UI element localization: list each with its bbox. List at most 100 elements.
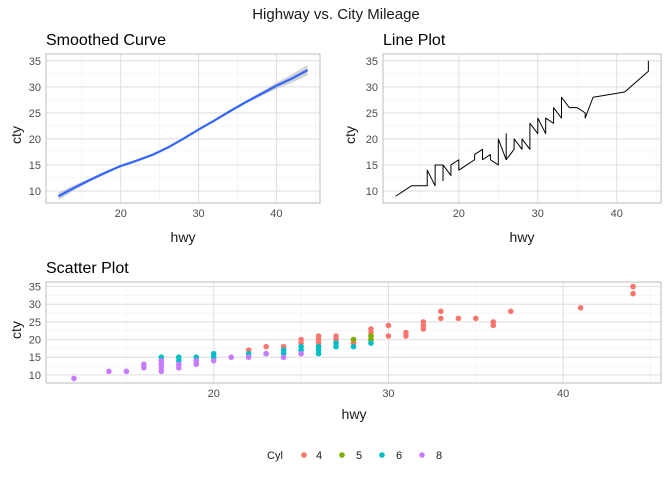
smoothed-curve-title: Smoothed Curve (46, 32, 166, 49)
legend-label-8: 8 (436, 450, 442, 462)
scatter-plot-point-cyl-6 (315, 343, 322, 350)
scatter-plot-point-cyl-4 (577, 304, 584, 311)
legend-item-5: 5 (339, 450, 362, 462)
scatter-plot-point-cyl-8 (193, 357, 200, 364)
scatter-plot-point-cyl-8 (141, 361, 147, 368)
legend-label-5: 5 (356, 450, 362, 462)
smoothed-curve-x-tick-label: 30 (192, 208, 204, 220)
smoothed-curve-panel-border (45, 53, 321, 204)
line-plot-y-tick-label: 35 (366, 56, 378, 68)
legend-key-6 (379, 452, 385, 458)
scatter-plot-point-cyl-5 (350, 336, 357, 343)
line-plot-y-tick-label: 20 (366, 134, 378, 146)
scatter-plot-point-cyl-6 (350, 343, 357, 350)
line-plot-line (395, 60, 649, 197)
line-plot-panel-border (382, 53, 662, 204)
scatter-plot-xlabel: hwy (342, 406, 367, 422)
scatter-plot-point-cyl-6 (280, 347, 287, 353)
smoothed-curve-y-tick-label: 10 (29, 186, 41, 198)
figure-title: Highway vs. City Mileage (252, 6, 420, 23)
line-plot-y-tick-label: 25 (366, 108, 378, 120)
smoothed-curve-plot: 20 30 40 10 15 20 25 30 35 (29, 53, 321, 220)
legend-item-6: 6 (379, 450, 402, 462)
scatter-plot-point-cyl-6 (368, 340, 374, 346)
scatter-plot-y-tick-label: 35 (29, 282, 41, 294)
scatter-plot-point-cyl-8 (106, 368, 112, 375)
legend-item-4: 4 (301, 450, 322, 462)
smoothed-curve-ylabel: cty (8, 126, 24, 144)
smoothed-curve-confidence-band (58, 64, 308, 200)
scatter-plot-panel: Scatter Plot 20 30 40 10 15 20 25 30 35 hwy cty (8, 260, 662, 422)
scatter-plot-point-cyl-4 (630, 283, 636, 290)
legend-key-4 (301, 452, 307, 458)
scatter-plot-plot: 20 30 40 10 15 20 25 30 35 (29, 281, 662, 400)
line-plot-title: Line Plot (383, 32, 446, 49)
scatter-plot-point-cyl-8 (71, 375, 77, 382)
line-plot-plot: 20 30 40 10 15 20 25 30 35 (366, 53, 662, 220)
scatter-plot-y-tick-label: 25 (29, 317, 41, 329)
scatter-plot-point-cyl-4 (298, 336, 304, 343)
legend-label-6: 6 (396, 450, 402, 462)
scatter-plot-point-cyl-6 (298, 343, 304, 350)
line-plot-x-tick-label: 30 (532, 208, 544, 220)
legend-item-8: 8 (419, 450, 442, 462)
scatter-plot-point-cyl-4 (263, 343, 269, 350)
scatter-plot-point-cyl-8 (228, 354, 234, 361)
smoothed-curve-y-tick-label: 15 (29, 160, 41, 172)
line-plot-y-tick-label: 15 (366, 160, 378, 172)
line-plot-xlabel: hwy (510, 229, 535, 245)
scatter-plot-point-cyl-8 (123, 368, 130, 375)
scatter-plot-point-cyl-4 (368, 326, 374, 332)
smoothed-curve-x-tick-label: 20 (115, 208, 127, 220)
scatter-plot-point-cyl-4 (385, 322, 392, 329)
scatter-plot-panel-border (45, 281, 662, 384)
scatter-plot-x-tick-label: 20 (208, 388, 220, 400)
line-plot-x-tick-label: 20 (453, 208, 465, 220)
scatter-plot-title: Scatter Plot (46, 260, 129, 277)
scatter-plot-y-tick-label: 30 (29, 299, 41, 311)
smoothed-curve-xlabel: hwy (171, 229, 196, 245)
smoothed-curve-x-tick-label: 40 (270, 208, 282, 220)
scatter-plot-point-cyl-4 (438, 315, 444, 322)
scatter-plot-point-cyl-4 (455, 315, 462, 322)
line-plot-panel: Line Plot 20 30 40 10 15 20 25 30 35 hwy cty (342, 32, 662, 245)
scatter-plot-ylabel: cty (8, 321, 24, 339)
scatter-plot-point-cyl-4 (403, 329, 409, 336)
scatter-plot-point-cyl-8 (245, 354, 252, 361)
scatter-plot-point-cyl-4 (438, 308, 444, 315)
scatter-plot-point-cyl-8 (280, 354, 287, 361)
smoothed-curve-y-tick-label: 20 (29, 134, 41, 146)
smoothed-curve-line (57, 69, 309, 198)
legend-key-8 (419, 452, 425, 458)
legend: Cyl 4 5 6 8 (267, 450, 442, 462)
line-plot-y-tick-label: 10 (366, 186, 378, 198)
scatter-plot-point-cyl-8 (210, 357, 217, 364)
scatter-plot-point-cyl-4 (385, 333, 392, 339)
line-plot-y-tick-label: 30 (366, 82, 378, 94)
scatter-plot-point-cyl-8 (158, 357, 165, 364)
scatter-plot-point-cyl-4 (490, 319, 497, 325)
scatter-plot-point-cyl-4 (315, 333, 322, 339)
scatter-plot-y-tick-label: 20 (29, 335, 41, 347)
smoothed-curve-y-tick-label: 25 (29, 108, 41, 120)
scatter-plot-point-cyl-5 (368, 333, 374, 339)
scatter-plot-point-cyl-8 (298, 350, 304, 357)
smoothed-curve-y-tick-label: 30 (29, 82, 41, 94)
scatter-plot-point-cyl-4 (507, 308, 514, 315)
legend-title: Cyl (267, 450, 283, 462)
line-plot-x-tick-label: 40 (611, 208, 623, 220)
scatter-plot-point-cyl-8 (175, 361, 182, 368)
scatter-plot-point-cyl-8 (263, 350, 269, 357)
scatter-plot-point-cyl-4 (333, 333, 339, 339)
scatter-plot-x-tick-label: 40 (557, 388, 569, 400)
legend-key-5 (339, 452, 345, 458)
scatter-plot-point-cyl-6 (333, 340, 339, 346)
smoothed-curve-y-tick-label: 35 (29, 56, 41, 68)
scatter-plot-point-cyl-4 (473, 315, 479, 322)
smoothed-curve-panel: Smoothed Curve 20 30 40 10 15 20 25 30 35 hwy ct… (8, 32, 321, 245)
line-plot-ylabel: cty (342, 126, 358, 144)
scatter-plot-y-tick-label: 15 (29, 352, 41, 364)
scatter-plot-x-tick-label: 30 (382, 388, 394, 400)
scatter-plot-point-cyl-4 (420, 319, 427, 325)
